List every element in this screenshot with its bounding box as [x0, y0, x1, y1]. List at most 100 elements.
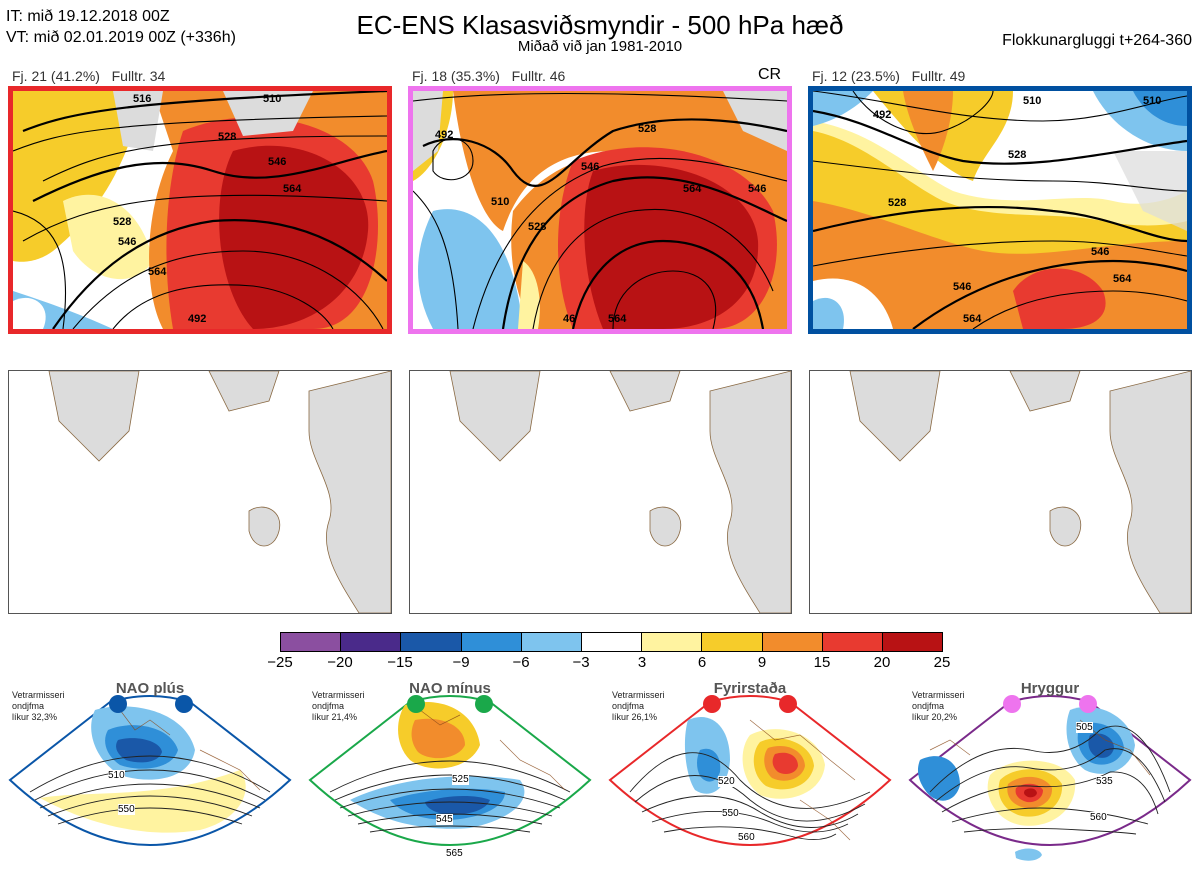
init-time: IT: mið 19.12.2018 00Z [6, 8, 170, 25]
landmass-outline [449, 371, 791, 613]
cluster-2-representative: Fulltr. 46 [511, 68, 566, 84]
regime-ridge[interactable]: Hryggur Vetrarmisseri ondjfma líkur 20,2… [900, 680, 1200, 871]
blank-map-1[interactable] [8, 370, 392, 614]
colorbar-swatch [702, 633, 763, 651]
cluster-1-label: Fj. 21 (41.2%) Fulltr. 34 [12, 68, 165, 84]
colorbar-swatch [401, 633, 462, 651]
contour-label: 520 [718, 776, 735, 787]
contour-label: 565 [446, 848, 463, 859]
contour-label: 510 [1023, 95, 1042, 107]
contour-label: 492 [873, 109, 892, 121]
season-months: ondjfma [912, 701, 945, 711]
regime-title: Fyrirstaða [713, 680, 787, 697]
colorbar-tick: −15 [387, 654, 413, 671]
anomaly-colorbar [280, 632, 943, 652]
contour-label: 528 [528, 221, 547, 233]
colorbar-tick: 9 [757, 654, 767, 671]
regime-title: NAO plús [115, 680, 185, 697]
contour-label: 528 [1008, 149, 1027, 161]
colorbar-tick: −9 [452, 654, 470, 671]
contour-label: 528 [218, 131, 237, 143]
control-run-tag: CR [758, 66, 782, 83]
regime-blocking-fan [608, 695, 892, 846]
page-subtitle: Miðað við jan 1981-2010 [517, 38, 683, 55]
contour-label: 564 [683, 183, 702, 195]
contour-label: 564 [283, 183, 302, 195]
colorbar-swatch [581, 633, 643, 651]
landmass-outline [48, 371, 391, 613]
cluster-2-map[interactable]: 492 510 528 546 564 528 546 564 46 [408, 86, 792, 334]
contour-label: 546 [1091, 246, 1110, 258]
colorbar-tick: −20 [327, 654, 353, 671]
likelihood: líkur 21,4% [312, 712, 358, 722]
regime-ridge-fan [908, 695, 1192, 861]
cluster-1-map[interactable]: 510 528 546 564 528 546 564 516 492 [8, 86, 392, 334]
season-months: ondjfma [12, 701, 45, 711]
cluster-3-map[interactable]: 492 528 528 546 564 546 564 510 510 [808, 86, 1192, 334]
contour-label: 528 [113, 216, 132, 228]
season-months: ondjfma [312, 701, 345, 711]
cluster-3-fraction: Fj. 12 (23.5%) [812, 68, 900, 84]
colorbar-tick: −25 [267, 654, 293, 671]
header-run-info: IT: mið 19.12.2018 00Z VT: mið 02.01.201… [6, 6, 236, 48]
contour-label: 564 [608, 313, 627, 325]
cluster-2-fraction: Fj. 18 (35.3%) [412, 68, 500, 84]
contour-label: 550 [722, 808, 739, 819]
contour-label: 510 [491, 196, 510, 208]
contour-label: 546 [953, 281, 972, 293]
cluster-2-label: Fj. 18 (35.3%) Fulltr. 46 [412, 68, 565, 84]
season-label: Vetrarmisseri [312, 690, 365, 700]
colorbar-swatch [882, 633, 943, 651]
colorbar-swatch [642, 633, 703, 651]
season-label: Vetrarmisseri [612, 690, 665, 700]
contour-label: 46 [563, 313, 576, 325]
contour-label: 546 [118, 236, 137, 248]
colorbar-tick: 25 [933, 654, 951, 671]
season-label: Vetrarmisseri [12, 690, 65, 700]
cluster-1-anomaly-field [13, 91, 387, 329]
regime-nao-plus-fan [8, 695, 292, 846]
colorbar-tick: 3 [637, 654, 647, 671]
contour-label: 564 [148, 266, 167, 278]
cluster-3-anomaly-field [813, 91, 1187, 329]
colorbar-swatch [762, 633, 823, 651]
contour-label: 492 [435, 129, 454, 141]
contour-label: 560 [1090, 812, 1107, 823]
contour-label: 510 [1143, 95, 1162, 107]
contour-label: 546 [748, 183, 767, 195]
contour-label: 528 [638, 123, 657, 135]
regime-blocking[interactable]: Fyrirstaða Vetrarmisseri ondjfma líkur 2… [600, 680, 900, 871]
contour-label: 564 [1113, 273, 1132, 285]
contour-label: 535 [1096, 776, 1113, 787]
contour-label: 560 [738, 832, 755, 843]
cluster-2-anomaly-field [413, 91, 787, 329]
colorbar-swatch [521, 633, 582, 651]
colorbar-swatch [461, 633, 522, 651]
regime-nao-minus[interactable]: NAO mínus Vetrarmisseri ondjfma líkur 21… [300, 680, 600, 871]
contour-label: 550 [118, 804, 135, 815]
blank-map-3[interactable] [809, 370, 1192, 614]
contour-label: 546 [268, 156, 287, 168]
contour-label: 505 [1076, 722, 1093, 733]
landmass-outline [849, 371, 1191, 613]
likelihood: líkur 32,3% [12, 712, 58, 722]
colorbar-swatch [281, 633, 342, 651]
regime-nao-plus[interactable]: NAO plús Vetrarmisseri ondjfma líkur 32,… [0, 680, 300, 871]
colorbar-tick: −3 [572, 654, 590, 671]
classification-window: Flokkunargluggi t+264-360 [1002, 32, 1192, 49]
regime-probability: Vetrarmisseri ondjfma líkur 26,1% [612, 690, 665, 723]
valid-time: VT: mið 02.01.2019 00Z (+336h) [6, 29, 236, 46]
regime-nao-minus-fan [308, 695, 592, 846]
regime-title: NAO mínus [409, 680, 491, 697]
colorbar-tick: −6 [512, 654, 530, 671]
contour-label: 492 [188, 313, 207, 325]
contour-label: 510 [263, 93, 282, 105]
regime-probability: Vetrarmisseri ondjfma líkur 21,4% [312, 690, 365, 723]
contour-label: 546 [581, 161, 600, 173]
contour-label: 516 [133, 93, 152, 105]
blank-map-2[interactable] [409, 370, 792, 614]
likelihood: líkur 26,1% [612, 712, 658, 722]
contour-label: 528 [888, 197, 907, 209]
regime-title: Hryggur [1020, 680, 1080, 697]
likelihood: líkur 20,2% [912, 712, 958, 722]
